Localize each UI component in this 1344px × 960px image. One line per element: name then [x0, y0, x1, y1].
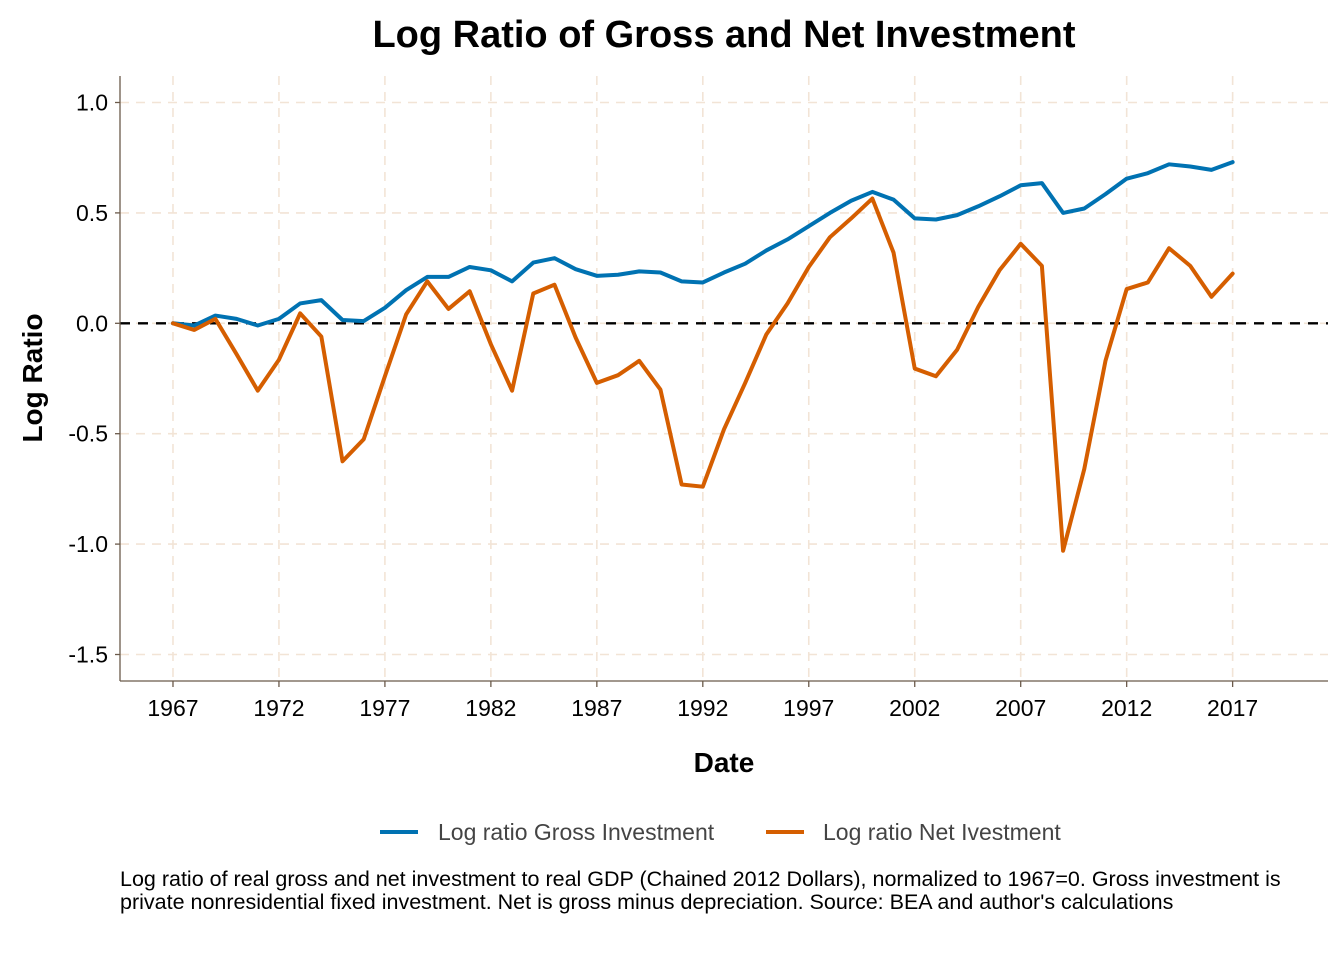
x-tick-label: 1992: [677, 695, 728, 721]
y-tick-label: 0.5: [76, 200, 108, 226]
chart-caption: Log ratio of real gross and net investme…: [120, 867, 1281, 914]
x-tick-label: 2007: [995, 695, 1046, 721]
grid: [120, 76, 1328, 681]
x-tick-label: 1997: [783, 695, 834, 721]
x-tick-label: 2017: [1207, 695, 1258, 721]
legend-label-gross: Log ratio Gross Investment: [438, 819, 715, 845]
y-tick-label: -0.5: [68, 421, 108, 447]
x-tick-label: 2012: [1101, 695, 1152, 721]
y-tick-label: -1.5: [68, 642, 108, 668]
y-ticks: 1.0 0.5 0.0 -0.5 -1.0 -1.5: [68, 89, 120, 668]
y-tick-label: 1.0: [76, 89, 108, 115]
x-tick-label: 1982: [465, 695, 516, 721]
y-tick-label: -1.0: [68, 531, 108, 557]
x-tick-label: 1987: [571, 695, 622, 721]
y-axis-label: Log Ratio: [17, 313, 48, 442]
legend: Log ratio Gross Investment Log ratio Net…: [380, 819, 1061, 845]
x-axis-label: Date: [694, 747, 755, 778]
legend-label-net: Log ratio Net Ivestment: [823, 819, 1061, 845]
series-lines: [170, 160, 1235, 553]
y-tick-label: 0.0: [76, 310, 108, 336]
x-tick-label: 1972: [253, 695, 304, 721]
series-line-0: [170, 160, 1235, 328]
x-tick-label: 1967: [147, 695, 198, 721]
x-ticks: 1967 1972 1977 1982 1987 1992 1997 2002 2007 2012…: [147, 681, 1258, 721]
x-tick-label: 2002: [889, 695, 940, 721]
x-tick-label: 1977: [359, 695, 410, 721]
series-line-1: [170, 196, 1235, 553]
chart-title: Log Ratio of Gross and Net Investment: [372, 14, 1075, 56]
